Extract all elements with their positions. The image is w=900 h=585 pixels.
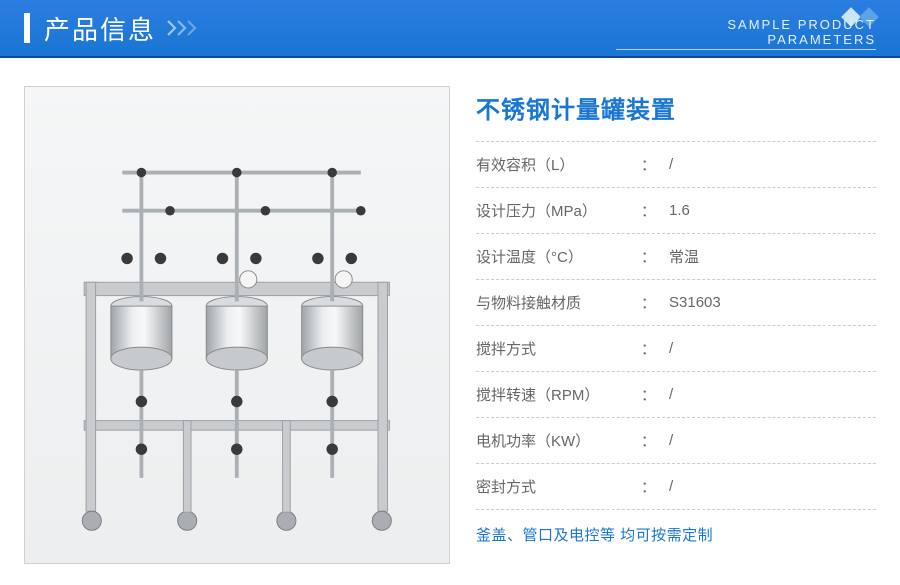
spec-value: S31603 xyxy=(669,294,721,311)
spec-row: 设计温度（°C）：常温 xyxy=(476,234,876,280)
product-info: 不锈钢计量罐装置 有效容积（L）：/设计压力（MPa）：1.6设计温度（°C）：… xyxy=(476,86,876,564)
specs-table: 有效容积（L）：/设计压力（MPa）：1.6设计温度（°C）：常温与物料接触材质… xyxy=(476,142,876,510)
header-title: 产品信息 xyxy=(44,10,156,47)
spec-label: 密封方式 xyxy=(476,476,641,497)
spec-row: 与物料接触材质：S31603 xyxy=(476,280,876,326)
header-accent-bar xyxy=(24,13,30,43)
spec-row: 搅拌方式：/ xyxy=(476,326,876,372)
spec-label: 有效容积（L） xyxy=(476,154,641,175)
spec-row: 有效容积（L）：/ xyxy=(476,142,876,188)
product-title: 不锈钢计量罐装置 xyxy=(476,90,876,142)
spec-colon: ： xyxy=(641,246,669,267)
spec-colon: ： xyxy=(641,384,669,405)
product-image xyxy=(24,86,450,564)
spec-value: / xyxy=(669,432,673,449)
spec-colon: ： xyxy=(641,338,669,359)
spec-colon: ： xyxy=(641,154,669,175)
spec-row: 设计压力（MPa）：1.6 xyxy=(476,188,876,234)
spec-value: / xyxy=(669,478,673,495)
spec-row: 搅拌转速（RPM）：/ xyxy=(476,372,876,418)
spec-row: 密封方式：/ xyxy=(476,464,876,510)
equipment-illustration-icon xyxy=(46,111,428,539)
spec-row: 电机功率（KW）：/ xyxy=(476,418,876,464)
header-subtitle: SAMPLE PRODUCT PARAMETERS xyxy=(616,17,876,50)
spec-label: 与物料接触材质 xyxy=(476,292,641,313)
spec-colon: ： xyxy=(641,430,669,451)
spec-value: 1.6 xyxy=(669,202,690,219)
spec-value: / xyxy=(669,386,673,403)
content-area: 不锈钢计量罐装置 有效容积（L）：/设计压力（MPa）：1.6设计温度（°C）：… xyxy=(0,58,900,564)
spec-label: 搅拌方式 xyxy=(476,338,641,359)
header-bar: 产品信息 SAMPLE PRODUCT PARAMETERS xyxy=(0,0,900,58)
spec-label: 搅拌转速（RPM） xyxy=(476,384,641,405)
spec-label: 设计压力（MPa） xyxy=(476,200,641,221)
spec-colon: ： xyxy=(641,200,669,221)
spec-colon: ： xyxy=(641,476,669,497)
spec-value: 常温 xyxy=(669,246,699,267)
spec-label: 设计温度（°C） xyxy=(476,246,641,267)
spec-label: 电机功率（KW） xyxy=(476,430,641,451)
spec-colon: ： xyxy=(641,292,669,313)
spec-value: / xyxy=(669,340,673,357)
custom-note: 釜盖、管口及电控等 均可按需定制 xyxy=(476,510,876,545)
spec-value: / xyxy=(669,156,673,173)
chevron-right-icon xyxy=(166,19,210,37)
